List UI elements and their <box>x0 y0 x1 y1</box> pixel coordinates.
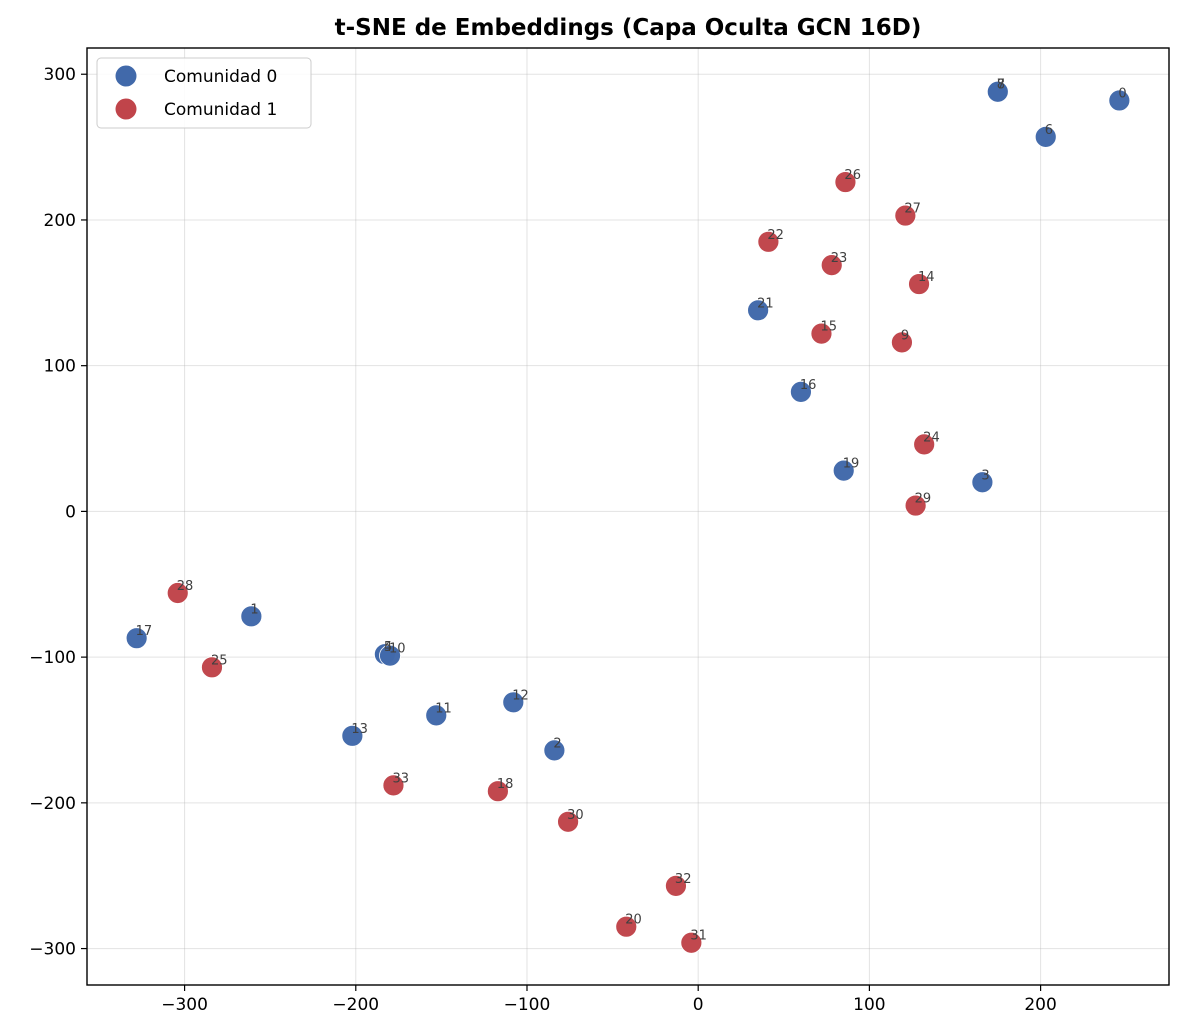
y-tick-label: 0 <box>65 502 76 522</box>
scatter-point <box>425 704 448 727</box>
scatter-point <box>913 433 936 456</box>
scatter-point <box>615 915 638 938</box>
scatter-point <box>894 204 917 227</box>
point-label: 12 <box>512 688 529 703</box>
scatter-point <box>382 774 405 797</box>
point-label: 6 <box>1045 123 1053 138</box>
y-tick-label: 200 <box>44 211 76 231</box>
scatter-point <box>832 459 855 482</box>
point-label: 28 <box>177 579 194 594</box>
data-points <box>125 80 1131 954</box>
point-label: 29 <box>915 492 932 507</box>
point-label: 1 <box>250 602 258 617</box>
scatter-point <box>904 494 927 517</box>
scatter-point <box>379 644 401 667</box>
point-label: 16 <box>800 378 817 393</box>
y-tick-label: −100 <box>29 648 76 668</box>
scatter-point <box>125 627 148 650</box>
scatter-point <box>1108 89 1131 112</box>
x-tick-label: 200 <box>1024 995 1056 1015</box>
scatter-point <box>908 273 930 295</box>
point-label: 18 <box>497 777 514 792</box>
scatter-point <box>810 322 833 345</box>
legend-marker <box>115 65 137 87</box>
point-labels: 0123456781011121316171921914151820222324… <box>136 78 1127 944</box>
legend-box <box>96 57 312 129</box>
point-label: 17 <box>136 624 153 639</box>
scatter-point <box>834 171 857 193</box>
point-label: 23 <box>831 251 848 266</box>
chart-title: t-SNE de Embeddings (Capa Oculta GCN 16D… <box>335 15 922 41</box>
point-label: 21 <box>757 296 774 311</box>
axis-ticks: −300 −200 −100 0 100 200 −300 −200 −100 0 100 200 30… <box>29 65 1057 1015</box>
x-tick-label: −300 <box>161 995 208 1015</box>
point-label: 9 <box>901 328 909 343</box>
point-label: 10 <box>389 642 406 657</box>
scatter-point <box>166 582 189 604</box>
point-label: 22 <box>767 228 784 243</box>
x-tick-label: −200 <box>332 995 379 1015</box>
scatter-point <box>502 691 525 714</box>
scatter-point <box>665 875 687 897</box>
scatter-point <box>201 656 223 679</box>
scatter-point <box>757 230 780 253</box>
legend-label: Comunidad 0 <box>164 67 277 87</box>
point-label: 7 <box>997 78 1005 93</box>
scatter-point <box>891 331 913 354</box>
point-label: 33 <box>392 771 409 786</box>
point-label: 13 <box>351 722 368 737</box>
scatter-point <box>341 724 364 747</box>
x-tick-label: −100 <box>504 995 551 1015</box>
point-label: 27 <box>904 202 921 217</box>
point-label: 0 <box>1118 86 1126 101</box>
scatter-point <box>747 299 770 322</box>
scatter-point <box>543 739 566 762</box>
y-tick-label: −300 <box>29 940 76 960</box>
scatter-point <box>557 810 579 833</box>
point-label: 32 <box>675 872 692 887</box>
point-label: 14 <box>918 270 935 285</box>
point-label: 5 <box>384 640 392 655</box>
point-label: 30 <box>567 808 584 823</box>
scatter-point <box>820 254 843 277</box>
point-label: 20 <box>625 913 642 928</box>
point-label: 31 <box>690 929 707 944</box>
scatter-point <box>986 80 1009 103</box>
scatter-point <box>486 780 509 803</box>
point-label: 25 <box>211 653 228 668</box>
legend: Comunidad 0 Comunidad 1 <box>96 57 312 129</box>
point-label: 19 <box>843 457 860 472</box>
point-label: 2 <box>553 736 561 751</box>
point-label: 11 <box>435 701 452 716</box>
x-tick-label: 100 <box>853 995 885 1015</box>
x-tick-label: 0 <box>693 995 704 1015</box>
scatter-point <box>680 931 703 954</box>
scatter-point <box>971 471 994 494</box>
point-label: 4 <box>384 640 392 655</box>
scatter-point <box>1034 125 1057 148</box>
point-label: 26 <box>844 168 861 183</box>
y-tick-label: 300 <box>44 65 76 85</box>
y-tick-label: 100 <box>44 357 76 377</box>
y-tick-label: −200 <box>29 794 76 814</box>
plot-frame <box>86 47 1170 986</box>
point-label: 15 <box>820 320 837 335</box>
point-label: 3 <box>981 468 989 483</box>
point-label: 24 <box>923 430 940 445</box>
legend-marker <box>115 98 137 120</box>
scatter-point <box>790 381 812 403</box>
scatter-point <box>240 605 263 628</box>
grid-lines <box>87 48 1169 985</box>
legend-label: Comunidad 1 <box>164 100 277 120</box>
point-label: 8 <box>997 78 1005 93</box>
